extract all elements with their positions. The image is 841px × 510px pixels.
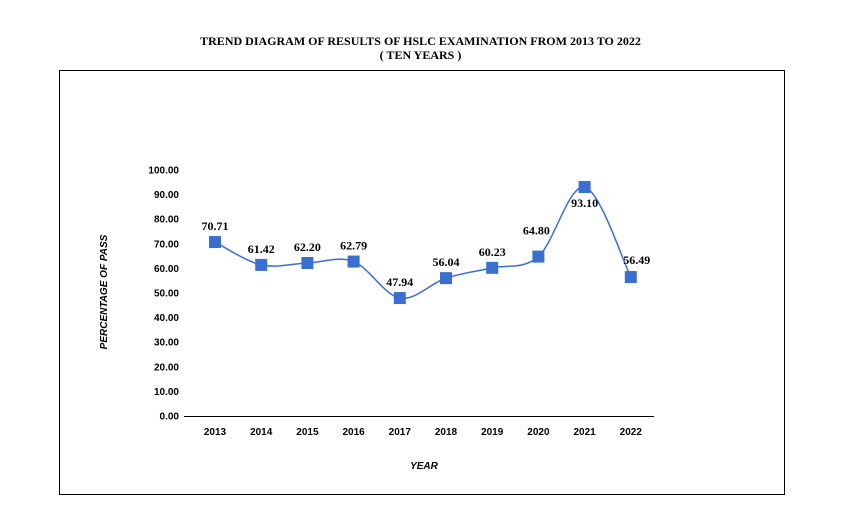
x-tick-label: 2014	[250, 427, 273, 438]
data-point-marker	[347, 255, 360, 268]
y-tick-label: 80.00	[154, 215, 179, 226]
data-label: 56.04	[433, 255, 460, 269]
x-tick-label: 2017	[389, 427, 412, 438]
y-tick-label: 50.00	[154, 289, 179, 300]
y-tick-label: 100.00	[148, 166, 179, 177]
y-tick-label: 40.00	[154, 313, 179, 324]
data-point-marker	[532, 250, 545, 263]
x-tick-label: 2020	[527, 427, 550, 438]
data-label: 61.42	[248, 242, 275, 256]
data-point-marker	[486, 261, 499, 274]
chart-subtitle: ( TEN YEARS )	[379, 48, 462, 62]
x-tick-label: 2013	[204, 427, 227, 438]
y-tick-label: 10.00	[154, 387, 179, 398]
series-markers	[209, 180, 637, 305]
series-line	[214, 186, 632, 299]
y-axis-label: PERCENTAGE OF PASS	[99, 234, 110, 349]
chart-title-block: TREND DIAGRAM OF RESULTS OF HSLC EXAMINA…	[0, 34, 841, 62]
data-point-marker	[624, 271, 637, 284]
data-label: 60.23	[479, 245, 506, 259]
data-point-marker	[393, 292, 406, 305]
data-label: 93.10	[571, 196, 598, 210]
data-point-marker	[301, 256, 314, 269]
y-tick-label: 20.00	[154, 362, 179, 373]
y-tick-label: 30.00	[154, 338, 179, 349]
x-tick-label: 2021	[573, 427, 596, 438]
data-point-marker	[440, 272, 452, 285]
chart-title: TREND DIAGRAM OF RESULTS OF HSLC EXAMINA…	[200, 34, 641, 48]
y-tick-label: 70.00	[154, 239, 179, 250]
data-point-marker	[255, 258, 268, 271]
y-tick-labels: 0.00 10.00 20.00 30.00 40.00 50.00 60.00 70.00 8…	[148, 166, 179, 423]
x-tick-label: 2019	[481, 427, 504, 438]
x-tick-labels: 2013 2014 2015 2016 2017 2018 2019 2020 2021 2022	[204, 427, 642, 438]
x-tick-label: 2016	[342, 427, 365, 438]
data-label: 56.49	[623, 253, 650, 267]
data-point-marker	[209, 236, 221, 249]
x-tick-label: 2015	[296, 427, 319, 438]
x-axis-label: YEAR	[410, 461, 439, 472]
y-tick-label: 90.00	[154, 190, 179, 201]
data-label: 62.79	[340, 239, 367, 253]
x-tick-label: 2022	[620, 427, 643, 438]
y-tick-label: 60.00	[154, 264, 179, 275]
y-tick-label: 0.00	[160, 412, 180, 423]
chart-frame	[59, 70, 785, 495]
data-label: 70.71	[202, 219, 229, 233]
data-labels: 70.71 61.42 62.20 62.79 47.94 56.04 60.23 64.80…	[202, 196, 651, 289]
data-label: 62.20	[294, 240, 321, 254]
data-point-marker	[578, 180, 591, 193]
x-tick-label: 2018	[435, 427, 458, 438]
data-label: 64.80	[523, 224, 550, 238]
data-label: 47.94	[386, 275, 413, 289]
